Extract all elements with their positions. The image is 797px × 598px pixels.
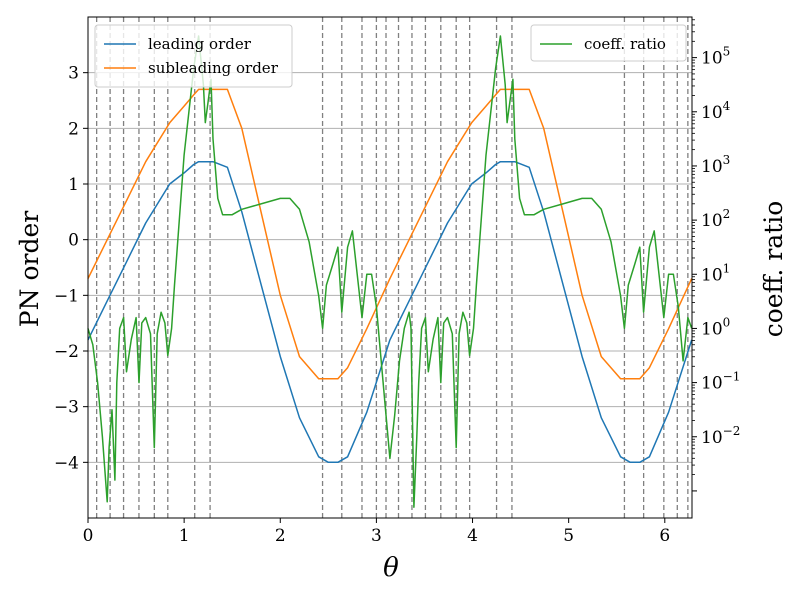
y2-tick-exponent: 4 (723, 99, 731, 113)
grid-layer (88, 72, 692, 463)
y-axis-left: 3 2 1 0 −1 −2 −3 −4 (54, 64, 88, 473)
x-tick-label: 1 (179, 526, 190, 546)
y2-tick-exponent: −1 (723, 370, 741, 384)
y2-tick-label: 102 (701, 207, 730, 231)
x-tick-label: 6 (659, 526, 670, 546)
x-tick-label: 3 (371, 526, 382, 546)
x-axis: 0 1 2 3 4 5 6 (83, 518, 670, 546)
axes-frame (87, 16, 693, 519)
y2-tick-label: 103 (701, 153, 730, 177)
y-tick-label: 1 (68, 175, 79, 195)
y2-tick-label: 101 (701, 261, 730, 285)
legend-label-ratio: coeff. ratio (584, 35, 666, 53)
legend-label-leading: leading order (148, 35, 252, 53)
y-tick-label: −3 (54, 398, 79, 418)
series-line-leading-order (87, 160, 693, 464)
y2-tick-label: 10−2 (701, 424, 740, 448)
y-tick-label: 2 (68, 119, 79, 139)
vertical-lines (96, 17, 689, 518)
series-line-subleading-order (87, 88, 693, 380)
x-tick-label: 0 (83, 526, 94, 546)
x-tick-label: 5 (563, 526, 574, 546)
legend-label-subleading: subleading order (148, 59, 279, 77)
y2-tick-exponent: 5 (723, 45, 731, 59)
legend-left: leading order subleading order (94, 24, 293, 88)
y2-tick-label: 105 (701, 45, 730, 69)
y2-tick-exponent: 3 (723, 153, 731, 167)
y-tick-label: 0 (68, 231, 79, 251)
y2-tick-exponent: 1 (723, 261, 731, 275)
y-tick-label: −4 (54, 453, 79, 473)
y-axis-label: PN order (15, 211, 44, 327)
y2-tick-exponent: 0 (723, 315, 731, 329)
x-axis-label: θ (383, 553, 399, 583)
y2-tick-label: 100 (701, 315, 730, 339)
y2-tick-label: 10−1 (701, 370, 740, 394)
x-tick-label: 2 (275, 526, 286, 546)
legend-right: coeff. ratio (530, 24, 687, 62)
y-tick-label: 3 (68, 64, 79, 84)
plot-area (87, 35, 693, 508)
y2-axis-label: coeff. ratio (759, 201, 788, 338)
x-tick-label: 4 (467, 526, 478, 546)
y-tick-label: −2 (54, 342, 79, 362)
y-tick-label: −1 (54, 286, 79, 306)
series-line-coeff-ratio (87, 35, 693, 508)
y2-tick-label: 104 (701, 99, 731, 123)
y2-tick-exponent: −2 (723, 424, 741, 438)
y2-tick-exponent: 2 (723, 207, 731, 221)
